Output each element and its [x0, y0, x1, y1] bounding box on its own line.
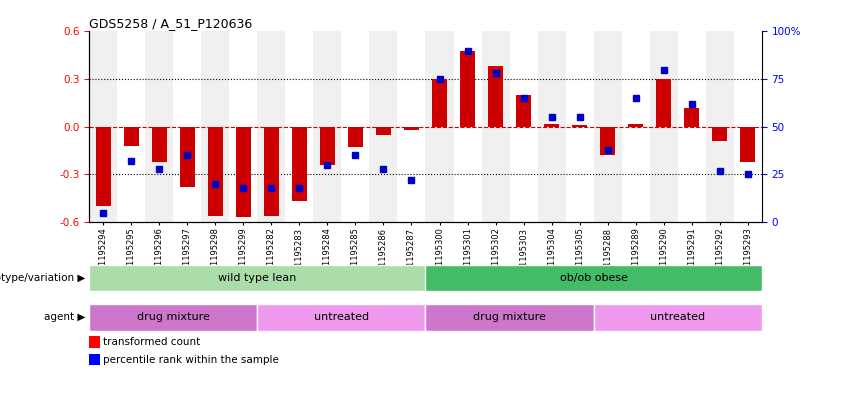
Bar — [89, 265, 426, 291]
Bar — [257, 31, 285, 222]
Bar — [117, 31, 146, 222]
Bar — [621, 31, 649, 222]
Bar — [740, 127, 756, 162]
Bar — [516, 95, 531, 127]
Bar — [292, 127, 307, 201]
Text: agent ▶: agent ▶ — [43, 312, 85, 322]
Text: untreated: untreated — [650, 312, 705, 322]
Bar — [95, 127, 111, 206]
Bar — [208, 127, 223, 216]
Text: genotype/variation ▶: genotype/variation ▶ — [0, 273, 85, 283]
Bar — [600, 127, 615, 155]
Bar — [348, 127, 363, 147]
Text: ob/ob obese: ob/ob obese — [560, 273, 627, 283]
Bar — [264, 127, 279, 216]
Text: GDS5258 / A_51_P120636: GDS5258 / A_51_P120636 — [89, 17, 253, 30]
Bar — [544, 123, 559, 127]
Bar — [572, 125, 587, 127]
Bar — [566, 31, 593, 222]
Bar — [454, 31, 482, 222]
Bar — [89, 31, 117, 222]
Bar — [146, 31, 174, 222]
Bar — [426, 304, 594, 331]
Bar — [426, 265, 762, 291]
Bar — [705, 31, 734, 222]
Bar — [369, 31, 397, 222]
Bar — [426, 31, 454, 222]
Bar — [649, 31, 677, 222]
Bar — [510, 31, 538, 222]
Bar — [628, 123, 643, 127]
Bar — [376, 127, 391, 135]
Bar — [488, 66, 503, 127]
Bar — [403, 127, 420, 130]
Bar — [230, 31, 257, 222]
Bar — [285, 31, 313, 222]
Bar — [123, 127, 139, 146]
Bar — [593, 31, 621, 222]
Bar — [180, 127, 195, 187]
Bar — [684, 108, 700, 127]
Text: drug mixture: drug mixture — [137, 312, 210, 322]
Bar — [712, 127, 728, 141]
Text: drug mixture: drug mixture — [473, 312, 546, 322]
Bar — [341, 31, 369, 222]
Text: percentile rank within the sample: percentile rank within the sample — [103, 354, 279, 365]
Bar — [431, 79, 448, 127]
Bar — [460, 51, 475, 127]
Bar — [482, 31, 510, 222]
Bar — [734, 31, 762, 222]
Bar — [313, 31, 341, 222]
Bar — [593, 304, 762, 331]
Text: wild type lean: wild type lean — [218, 273, 297, 283]
Text: transformed count: transformed count — [103, 337, 200, 347]
Bar — [677, 31, 705, 222]
Text: untreated: untreated — [314, 312, 369, 322]
Bar — [320, 127, 335, 165]
Bar — [257, 304, 426, 331]
Bar — [202, 31, 230, 222]
Bar — [89, 304, 257, 331]
Bar — [397, 31, 426, 222]
Bar — [656, 79, 671, 127]
Bar — [538, 31, 566, 222]
Bar — [151, 127, 167, 162]
Bar — [174, 31, 202, 222]
Bar — [236, 127, 251, 217]
